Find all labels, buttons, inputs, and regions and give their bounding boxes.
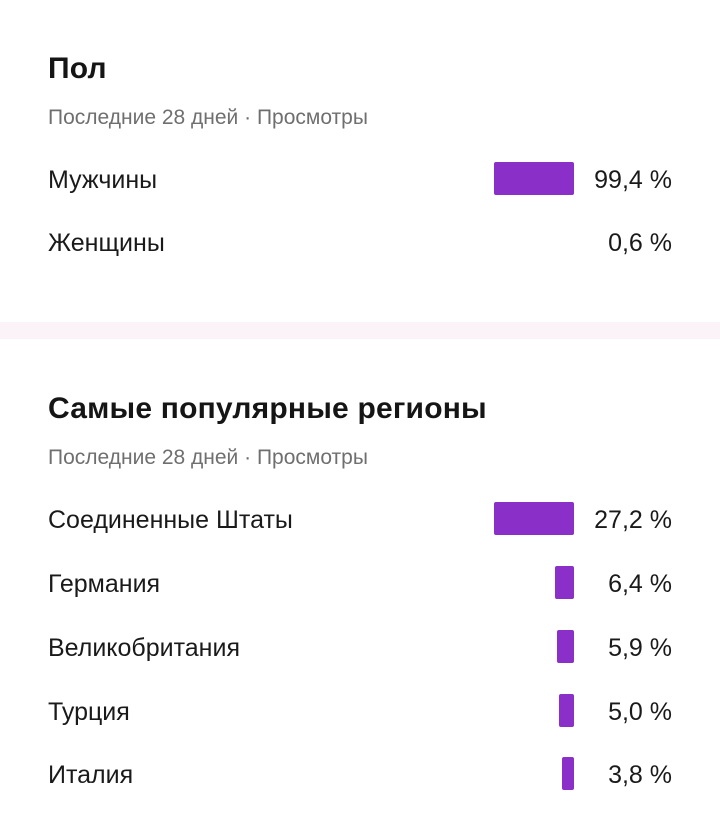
section-divider <box>0 322 720 339</box>
regions-subtitle: Последние 28 дней · Просмотры <box>48 446 368 469</box>
region-label: Германия <box>48 570 161 598</box>
region-bar <box>559 694 574 727</box>
gender-label: Женщины <box>48 229 165 257</box>
gender-subtitle: Последние 28 дней · Просмотры <box>48 106 368 129</box>
region-percent: 5,9 % <box>608 634 672 662</box>
gender-row-male: Мужчины 99,4 % <box>48 160 672 200</box>
region-percent: 27,2 % <box>594 506 672 534</box>
gender-row-female: Женщины 0,6 % <box>48 223 672 263</box>
regions-card: Самые популярные регионы Последние 28 дн… <box>0 339 720 837</box>
gender-card: Пол Последние 28 дней · Просмотры Мужчин… <box>0 0 720 322</box>
region-bar <box>557 630 574 663</box>
gender-bar <box>494 162 574 195</box>
region-bar <box>494 502 574 535</box>
region-row: Германия 6,4 % <box>48 564 672 604</box>
region-percent: 3,8 % <box>608 761 672 789</box>
region-bar <box>555 566 574 599</box>
region-label: Соединенные Штаты <box>48 506 293 534</box>
region-row: Великобритания 5,9 % <box>48 628 672 668</box>
region-percent: 6,4 % <box>608 570 672 598</box>
region-label: Италия <box>48 761 134 789</box>
region-row: Соединенные Штаты 27,2 % <box>48 500 672 540</box>
region-label: Великобритания <box>48 634 240 662</box>
region-row: Италия 3,8 % <box>48 755 672 795</box>
region-percent: 5,0 % <box>608 698 672 726</box>
regions-title: Самые популярные регионы <box>48 392 487 425</box>
gender-title: Пол <box>48 52 107 85</box>
region-label: Турция <box>48 698 130 726</box>
region-bar <box>562 757 574 790</box>
gender-label: Мужчины <box>48 166 158 194</box>
gender-percent: 0,6 % <box>608 229 672 257</box>
gender-percent: 99,4 % <box>594 166 672 194</box>
region-row: Турция 5,0 % <box>48 692 672 732</box>
